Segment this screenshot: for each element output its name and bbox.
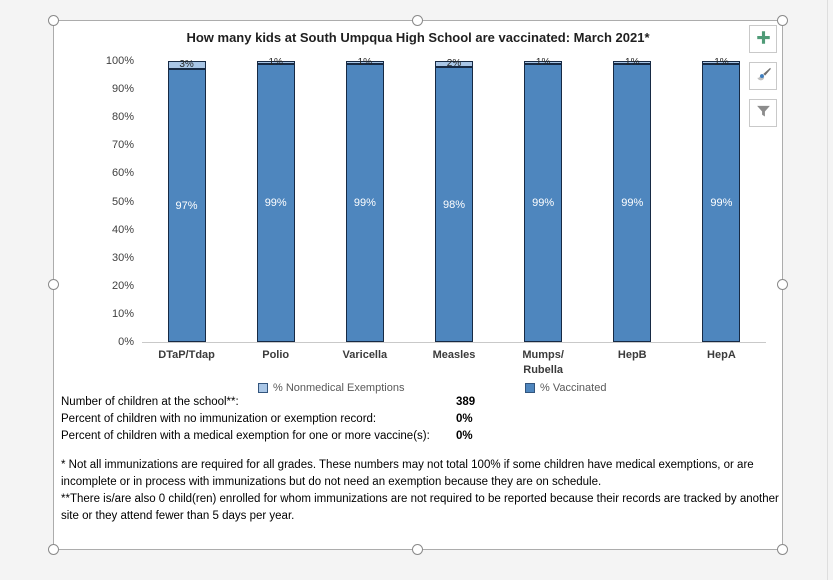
paintbrush-icon bbox=[754, 66, 772, 87]
vaccinated-data-label: 97% bbox=[175, 199, 198, 212]
x-axis-label[interactable]: Mumps/ Rubella bbox=[522, 349, 564, 376]
bar-segment-vaccinated[interactable]: 99% bbox=[613, 64, 652, 342]
stat-row-children-count: Number of children at the school**: 389 bbox=[61, 396, 541, 413]
stat-label: Number of children at the school**: bbox=[61, 396, 239, 408]
chart-filters-button[interactable] bbox=[749, 99, 777, 127]
x-axis-label[interactable]: Varicella bbox=[342, 349, 388, 361]
y-axis-label[interactable]: 20% bbox=[111, 279, 134, 292]
bar-segment-exemptions[interactable]: 3% bbox=[167, 59, 206, 70]
vaccinated-data-label: 99% bbox=[532, 197, 555, 209]
x-axis-label[interactable]: HepB bbox=[617, 349, 647, 361]
y-axis-label[interactable]: 50% bbox=[111, 195, 134, 208]
y-axis-label[interactable]: 80% bbox=[111, 111, 134, 124]
pane-edge-divider bbox=[827, 0, 828, 580]
x-axis-label[interactable]: Measles bbox=[432, 349, 476, 361]
y-axis-label[interactable]: 0% bbox=[118, 336, 134, 348]
bar-segment-vaccinated[interactable]: 99% bbox=[256, 64, 295, 342]
exemptions-data-label: 1% bbox=[268, 56, 283, 68]
legend-label: % Nonmedical Exemptions bbox=[273, 382, 405, 394]
bar-segment-vaccinated[interactable]: 98% bbox=[435, 67, 473, 342]
x-axis-label[interactable]: Polio bbox=[262, 349, 290, 361]
bar-measles[interactable]: 2% 98% bbox=[435, 58, 473, 342]
vaccinated-data-label: 99% bbox=[621, 197, 644, 209]
footnote-double-asterisk: **There is/are also 0 child(ren) enrolle… bbox=[61, 493, 779, 522]
legend-label: % Vaccinated bbox=[540, 382, 607, 394]
chart-object[interactable]: How many kids at South Umpqua High Schoo… bbox=[48, 15, 788, 555]
y-axis-label[interactable]: 100% bbox=[105, 55, 134, 67]
legend-swatch-vaccinated bbox=[525, 383, 535, 393]
bar-hepb[interactable]: 1% 99% bbox=[613, 57, 652, 342]
selection-handle-top-middle[interactable] bbox=[412, 15, 423, 26]
exemptions-data-label: 2% bbox=[446, 58, 462, 69]
selection-handle-bottom-left[interactable] bbox=[48, 544, 59, 555]
exemptions-data-label: 1% bbox=[625, 56, 640, 68]
selection-handle-top-left[interactable] bbox=[48, 15, 59, 26]
bar-segment-vaccinated[interactable]: 99% bbox=[524, 64, 563, 342]
bar-segment-exemptions[interactable]: 1% bbox=[524, 57, 563, 67]
stat-label: Percent of children with no immunization… bbox=[61, 413, 377, 425]
legend-item-nonmedical-exemptions[interactable]: % Nonmedical Exemptions bbox=[258, 382, 404, 394]
selection-handle-middle-left[interactable] bbox=[48, 279, 59, 290]
selection-handle-top-right[interactable] bbox=[777, 15, 788, 26]
y-axis-label[interactable]: 10% bbox=[111, 307, 134, 320]
bar-segment-vaccinated[interactable]: 99% bbox=[702, 64, 741, 342]
bar-segment-exemptions[interactable]: 1% bbox=[256, 57, 295, 67]
bar-dtap-tdap[interactable]: 3% 97% bbox=[167, 59, 206, 342]
exemptions-data-label: 3% bbox=[179, 59, 194, 70]
y-axis-label[interactable]: 40% bbox=[111, 223, 134, 236]
chart-styles-button[interactable] bbox=[749, 62, 777, 90]
legend-swatch-nonmedical-exemptions bbox=[258, 383, 268, 393]
bar-segment-exemptions[interactable]: 2% bbox=[435, 58, 473, 69]
stat-value: 0% bbox=[456, 430, 473, 442]
legend-item-vaccinated[interactable]: % Vaccinated bbox=[525, 382, 606, 394]
stat-value: 0% bbox=[456, 413, 473, 425]
bar-segment-vaccinated[interactable]: 99% bbox=[345, 64, 384, 342]
bar-hepa[interactable]: 1% 99% bbox=[702, 57, 741, 342]
vaccinated-data-label: 99% bbox=[710, 197, 733, 209]
chart-tools bbox=[749, 25, 777, 127]
y-axis-label[interactable]: 60% bbox=[111, 167, 134, 180]
plus-icon bbox=[756, 30, 771, 48]
stat-row-no-record: Percent of children with no immunization… bbox=[61, 413, 541, 430]
chart-legend[interactable]: % Nonmedical Exemptions % Vaccinated bbox=[54, 382, 782, 398]
selection-handle-middle-right[interactable] bbox=[777, 279, 788, 290]
x-axis[interactable]: DTaP/Tdap Polio Varicella Measles Mumps/ Rub… bbox=[142, 348, 766, 382]
exemptions-data-label: 1% bbox=[357, 56, 373, 68]
bar-varicella[interactable]: 1% 99% bbox=[345, 57, 384, 342]
bar-segment-exemptions[interactable]: 1% bbox=[345, 57, 384, 67]
y-axis[interactable]: 0% 10% 20% 30% 40% 50% 60% 70% 80% 90% 100% bbox=[54, 55, 134, 348]
x-axis-label[interactable]: DTaP/Tdap bbox=[158, 349, 215, 361]
bar-polio[interactable]: 1% 99% bbox=[256, 57, 295, 342]
stat-label: Percent of children with a medical exemp… bbox=[61, 430, 430, 442]
exemptions-data-label: 1% bbox=[714, 56, 729, 68]
vaccinated-data-label: 98% bbox=[442, 198, 466, 211]
footnotes: * Not all immunizations are required for… bbox=[61, 457, 783, 525]
y-axis-label[interactable]: 90% bbox=[111, 83, 134, 96]
exemptions-data-label: 1% bbox=[535, 56, 551, 68]
chart-elements-button[interactable] bbox=[749, 25, 777, 53]
x-axis-label[interactable]: HepA bbox=[707, 349, 736, 361]
chart-title[interactable]: How many kids at South Umpqua High Schoo… bbox=[186, 30, 650, 45]
selection-handle-bottom-right[interactable] bbox=[777, 544, 788, 555]
selection-handle-bottom-middle[interactable] bbox=[412, 544, 423, 555]
y-axis-label[interactable]: 70% bbox=[111, 139, 134, 152]
funnel-icon bbox=[755, 103, 772, 123]
plot-area[interactable]: 3% 97% 1% 99% 1% 99% 2% 98% 1% 99% 1% 99% 1% 99% bbox=[142, 57, 766, 343]
bar-mumps-rubella[interactable]: 1% 99% bbox=[524, 57, 563, 342]
footnote-asterisk: * Not all immunizations are required for… bbox=[61, 459, 754, 488]
bar-segment-exemptions[interactable]: 1% bbox=[613, 57, 652, 67]
bar-segment-vaccinated[interactable]: 97% bbox=[167, 69, 206, 342]
school-stats: Number of children at the school**: 389 … bbox=[61, 396, 541, 447]
vaccinated-data-label: 99% bbox=[353, 197, 376, 209]
bar-segment-exemptions[interactable]: 1% bbox=[702, 57, 741, 67]
stat-row-medical-exemption: Percent of children with a medical exemp… bbox=[61, 430, 541, 447]
stat-value: 389 bbox=[456, 396, 476, 408]
y-axis-label[interactable]: 30% bbox=[111, 251, 134, 264]
vaccinated-data-label: 99% bbox=[264, 197, 287, 209]
